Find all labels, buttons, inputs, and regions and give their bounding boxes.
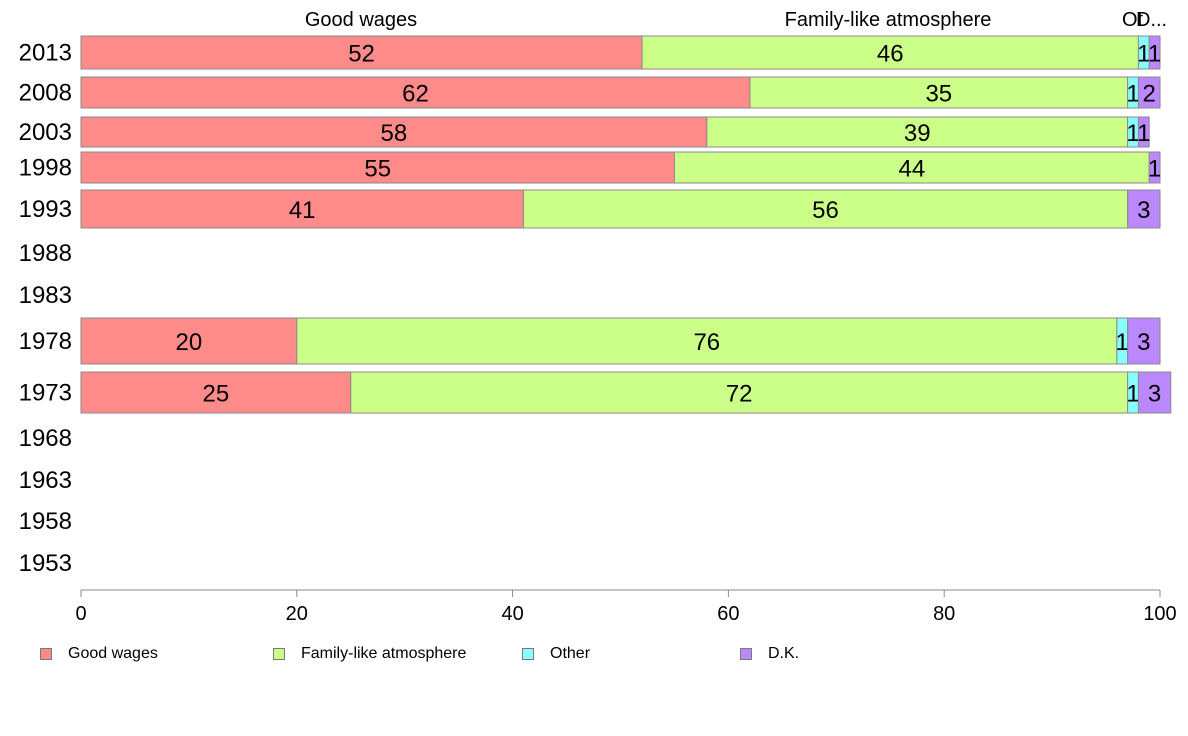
bar-1998-3 (1148, 151, 1161, 184)
legend-swatch-0 (40, 648, 52, 660)
bar-1973-3 (1137, 371, 1172, 414)
x-tick-label-80: 80 (933, 603, 955, 625)
bar-label-2003-1: 39 (904, 120, 931, 147)
year-label-1988: 1988 (19, 240, 72, 267)
bar-label-2003-0: 58 (381, 120, 408, 147)
legend-swatch-3 (740, 648, 752, 660)
bar-2008-3 (1137, 76, 1161, 109)
legend-swatch-1 (273, 648, 285, 660)
bar-label-1993-3: 3 (1137, 197, 1150, 224)
bar-1978-1 (296, 317, 1118, 365)
year-label-2013: 2013 (19, 40, 72, 67)
bar-1978-3 (1127, 317, 1161, 365)
x-tick-label-0: 0 (75, 603, 86, 625)
legend-item-2: Other (522, 644, 590, 664)
bar-label-2003-2: 1 (1126, 120, 1139, 147)
bar-label-2003-3: 1 (1137, 120, 1150, 147)
bar-label-1993-0: 41 (289, 197, 316, 224)
bar-2003-3 (1137, 116, 1150, 148)
bar-label-1973-3: 3 (1148, 381, 1161, 408)
top-label-1: Family-like atmosphere (785, 9, 992, 31)
bar-1973-0 (80, 371, 352, 414)
bar-label-2013-3: 1 (1148, 41, 1161, 68)
bar-label-2013-1: 46 (877, 41, 904, 68)
year-label-1953: 1953 (19, 550, 72, 577)
bar-label-1973-0: 25 (203, 381, 230, 408)
bar-label-2008-0: 62 (402, 81, 429, 108)
year-label-1978: 1978 (19, 328, 72, 355)
bar-1993-0 (80, 189, 524, 229)
x-tick-label-20: 20 (286, 603, 308, 625)
year-label-1983: 1983 (19, 282, 72, 309)
top-label-3: D... (1136, 9, 1167, 31)
year-label-2008: 2008 (19, 80, 72, 107)
x-tick-label-60: 60 (717, 603, 739, 625)
bar-label-2013-2: 1 (1137, 41, 1150, 68)
bar-2013-1 (641, 35, 1139, 70)
legend-label-0: Good wages (68, 645, 158, 662)
top-label-0: Good wages (305, 9, 417, 31)
year-label-1993: 1993 (19, 196, 72, 223)
bar-1973-1 (350, 371, 1129, 414)
bar-1993-1 (522, 189, 1129, 229)
bar-label-1973-1: 72 (726, 381, 753, 408)
bar-label-1998-0: 55 (364, 156, 391, 183)
year-label-1958: 1958 (19, 508, 72, 535)
legend-label-2: Other (550, 645, 591, 662)
legend-item-3: D.K. (740, 644, 799, 664)
year-label-1998: 1998 (19, 155, 72, 182)
bar-2008-0 (80, 76, 751, 109)
legend-item-1: Family-like atmosphere (273, 644, 466, 664)
year-label-1963: 1963 (19, 467, 72, 494)
bar-1998-1 (673, 151, 1150, 184)
bar-1978-0 (80, 317, 298, 365)
year-label-2003: 2003 (19, 119, 72, 146)
x-tick-label-100: 100 (1143, 603, 1176, 625)
bar-label-1993-1: 56 (812, 197, 839, 224)
bar-label-1998-3: 1 (1148, 156, 1161, 183)
legend-label-1: Family-like atmosphere (301, 645, 467, 662)
bar-1993-3 (1127, 189, 1161, 229)
bar-label-1978-0: 20 (176, 329, 203, 356)
legend: Good wages Family-like atmosphere Other D.K… (40, 644, 1140, 664)
legend-label-3: D.K. (768, 645, 800, 662)
x-tick-label-40: 40 (501, 603, 523, 625)
legend-item-0: Good wages (40, 644, 158, 664)
bar-label-1973-2: 1 (1126, 381, 1139, 408)
bar-label-1998-1: 44 (898, 156, 925, 183)
bar-2013-0 (80, 35, 643, 70)
bar-label-1978-3: 3 (1137, 329, 1150, 356)
bar-label-2013-0: 52 (348, 41, 375, 68)
bar-label-2008-2: 1 (1126, 81, 1139, 108)
bar-label-1978-1: 76 (693, 329, 720, 356)
bar-label-2008-3: 2 (1143, 81, 1156, 108)
year-label-1973: 1973 (19, 380, 72, 407)
year-label-1968: 1968 (19, 425, 72, 452)
top-label-2: Ot (1122, 9, 1144, 31)
bar-2013-3 (1148, 35, 1161, 70)
legend-swatch-2 (522, 648, 534, 660)
bar-label-1978-2: 1 (1116, 329, 1129, 356)
bar-1998-0 (80, 151, 675, 184)
bar-label-2008-1: 35 (925, 81, 952, 108)
